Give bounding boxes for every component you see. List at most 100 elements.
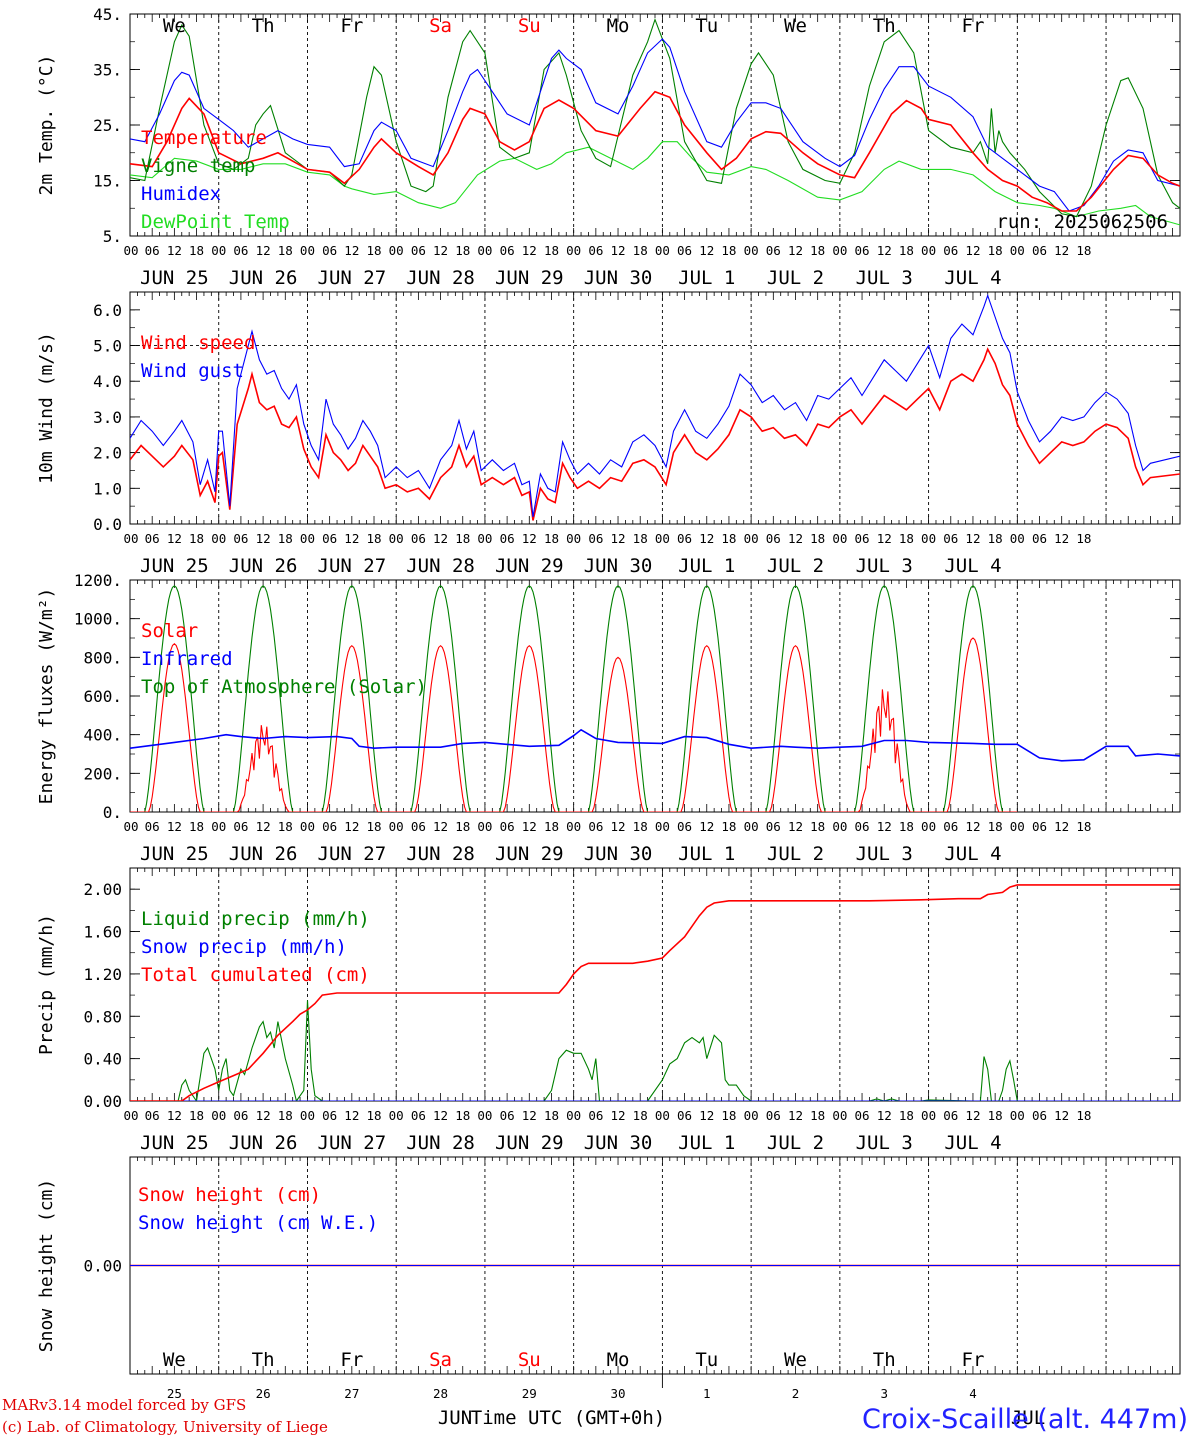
hour-label: 12 [610,819,625,834]
hour-label: 06 [145,243,160,258]
hour-label: 12 [256,531,271,546]
weekday-label: Fr [340,15,363,37]
plot-frame-wind [129,291,1181,525]
hour-label: 00 [211,531,226,546]
y-tick-label: 0.0 [93,515,122,534]
plot-frame-temp [129,13,1181,237]
hour-label: 00 [655,531,670,546]
hour-label: 06 [500,531,515,546]
hour-label: 00 [1010,1108,1025,1123]
hour-label: 18 [721,531,736,546]
series-line-infrared [130,728,1180,762]
hour-label: 12 [433,819,448,834]
date-label: JUN 25 [140,1132,209,1154]
hour-label: 12 [610,1108,625,1123]
date-label: JUN 28 [406,1132,475,1154]
weekday-label: Su [518,1349,541,1371]
y-tick-label: 2.00 [83,880,122,899]
hour-label: 18 [899,531,914,546]
date-label: JUL 2 [767,267,824,289]
hour-label: 12 [788,1108,803,1123]
date-label: JUL 3 [856,555,913,577]
day-number: 1 [703,1386,711,1401]
date-label: JUN 25 [140,267,209,289]
hour-label: 12 [610,531,625,546]
series-line-vigne-temp [130,17,1180,218]
legend-entry: Snow height (cm) [138,1184,321,1206]
hour-label: 18 [455,531,470,546]
hour-label: 00 [744,531,759,546]
panel-energy: 0. 200. 400. 600. 800. 1000. 1200. Energy fluxe… [36,571,1181,865]
hour-label: 12 [699,243,714,258]
hour-label: 12 [1054,819,1069,834]
y-tick-label: 6.0 [93,301,122,320]
hour-label: 06 [145,531,160,546]
date-label: JUN 30 [584,843,653,865]
y-tick-label: 400. [83,726,122,745]
hour-label: 06 [233,1108,248,1123]
hour-label: 06 [677,819,692,834]
hour-label: 00 [300,531,315,546]
panel-precip: 0.00 0.40 0.80 1.20 1.60 2.00 Precip (mm/h) Liq… [36,867,1181,1154]
date-label: JUL 2 [767,843,824,865]
hour-label: 00 [211,243,226,258]
lab-credit: (c) Lab. of Climatology, University of L… [2,1418,328,1436]
hour-label: 00 [655,243,670,258]
weekday-label: We [784,15,807,37]
hour-label: 00 [389,531,404,546]
y-axis-label: Snow height (cm) [36,1179,57,1352]
legend-entry: Temperature [141,127,267,149]
weekday-label: Sa [429,1349,452,1371]
hour-label: 18 [278,243,293,258]
weekday-label: We [163,15,186,37]
day-number: 2 [792,1386,800,1401]
hour-label: 00 [744,819,759,834]
hour-label: 00 [477,1108,492,1123]
hour-label: 06 [233,243,248,258]
hour-label: 18 [988,243,1003,258]
hour-label: 06 [855,243,870,258]
day-number: 26 [256,1386,271,1401]
date-label: JUN 27 [318,843,387,865]
date-label: JUN 27 [318,555,387,577]
date-label: JUL 2 [767,1132,824,1154]
hour-label: 18 [544,531,559,546]
date-label: JUL 3 [856,267,913,289]
date-label: JUN 28 [406,843,475,865]
hour-label: 18 [1076,243,1091,258]
hour-label: 06 [855,819,870,834]
legend-entry: Wind gust [141,360,244,382]
hour-label: 12 [167,243,182,258]
run-label: run: 2025062506 [996,211,1168,233]
hour-label: 06 [943,531,958,546]
hour-label: 18 [1076,1108,1091,1123]
hour-label: 00 [921,819,936,834]
legend-entry: Snow height (cm W.E.) [138,1212,378,1234]
hour-label: 06 [1032,531,1047,546]
date-label: JUL 4 [944,1132,1001,1154]
hour-label: 18 [544,243,559,258]
date-label: JUN 25 [140,555,209,577]
y-tick-label: 200. [83,764,122,783]
legend-entry: Vigne temp [141,155,255,177]
hour-label: 12 [433,243,448,258]
day-number: 25 [167,1386,182,1401]
y-axis-label: Precip (mm/h) [36,914,57,1055]
hour-label: 00 [655,819,670,834]
day-number: 3 [880,1386,888,1401]
hour-label: 06 [233,819,248,834]
hour-label: 18 [633,1108,648,1123]
hour-label: 06 [145,1108,160,1123]
y-tick-label: 1000. [74,610,122,629]
hour-label: 00 [123,243,138,258]
panel-temp: 5. 15. 25. 35. 45. 2m Temp. (°C) Temperature Vi… [36,5,1181,289]
y-axis-label: 10m Wind (m/s) [36,332,57,484]
hour-label: 12 [788,531,803,546]
weekday-label: Th [873,15,896,37]
legend-entry: Total cumulated (cm) [141,964,370,986]
hour-label: 06 [322,819,337,834]
date-label: JUL 3 [856,843,913,865]
date-label: JUN 30 [584,555,653,577]
hour-label: 18 [810,1108,825,1123]
hour-label: 06 [766,531,781,546]
